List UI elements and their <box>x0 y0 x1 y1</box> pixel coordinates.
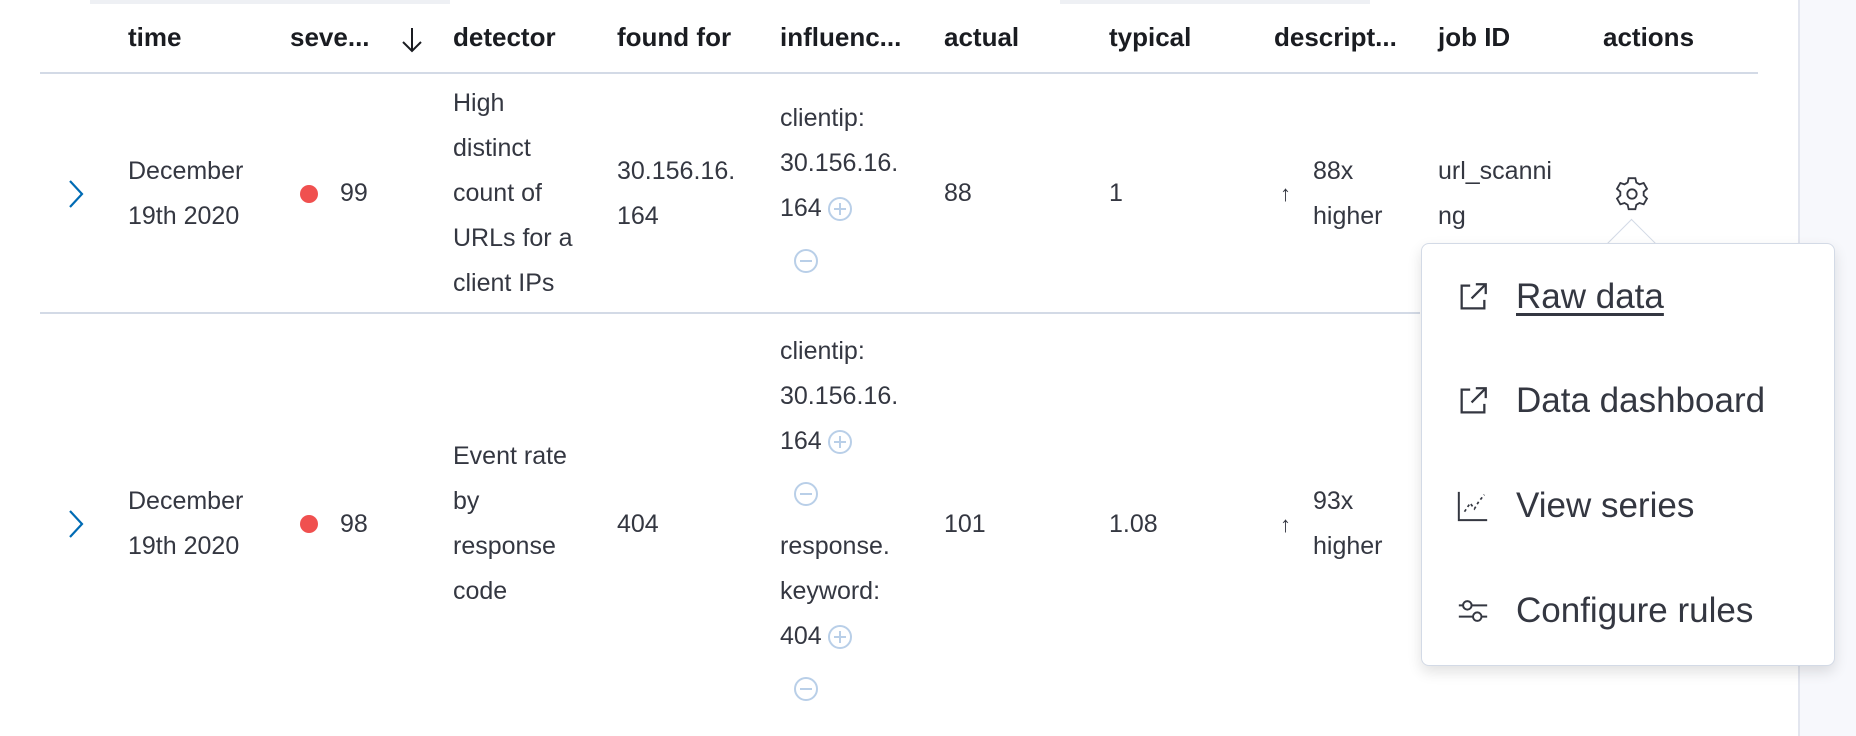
remove-filter-minus-icon[interactable] <box>794 249 818 273</box>
actual-value: 101 <box>944 509 986 538</box>
detector-cell: High distinct count of URLs for a client… <box>453 74 572 313</box>
column-header-typical[interactable]: typical <box>1109 22 1192 52</box>
description-text: 88x <box>1313 156 1354 185</box>
influencer-text: keyword: <box>780 577 881 605</box>
detector-text: High <box>453 89 505 117</box>
influencer-text: clientip: <box>780 337 865 365</box>
menu-item-label: Configure rules <box>1516 591 1754 630</box>
column-header-time[interactable]: time <box>128 22 182 52</box>
add-filter-plus-icon[interactable] <box>827 430 852 455</box>
column-header-description[interactable]: descript... <box>1274 22 1397 52</box>
menu-item-label: Data dashboard <box>1516 381 1766 420</box>
job-id-text: ng <box>1438 201 1466 230</box>
menu-item-data-dashboard[interactable]: Data dashboard <box>1456 371 1765 431</box>
expand-row-button[interactable] <box>66 314 86 734</box>
severity-score: 99 <box>340 179 368 207</box>
description-cell: ↑ 93x higher <box>1280 314 1383 734</box>
typical-value: 1.08 <box>1109 509 1158 538</box>
top-edge <box>90 0 450 4</box>
table-row: December 19th 2020 98 Event rate by respo… <box>0 314 1758 734</box>
menu-item-label: Raw data <box>1516 277 1664 316</box>
job-id-text: url_scanni <box>1438 156 1552 185</box>
chevron-right-icon <box>69 510 84 538</box>
description-text: 93x <box>1313 487 1354 515</box>
table-row: December 19th 2020 99 High distinct count… <box>0 74 1758 313</box>
detector-cell: Event rate by response code <box>453 314 567 734</box>
influencer-text: 164 <box>780 194 822 222</box>
time-text: 19th 2020 <box>128 201 240 230</box>
remove-filter-minus-icon[interactable] <box>794 482 818 506</box>
detector-text: Event rate <box>453 442 567 470</box>
column-header-influencers[interactable]: influenc... <box>780 22 902 52</box>
menu-item-label: View series <box>1516 486 1695 525</box>
severity-cell: 98 <box>300 314 368 734</box>
column-header-detector[interactable]: detector <box>453 22 556 52</box>
gear-icon <box>1615 176 1649 210</box>
detector-text: code <box>453 577 508 605</box>
menu-item-raw-data[interactable]: Raw data <box>1456 267 1664 327</box>
detector-text: client IPs <box>453 269 555 297</box>
arrow-up-icon: ↑ <box>1280 511 1291 537</box>
time-cell: December 19th 2020 <box>128 74 243 313</box>
severity-score: 98 <box>340 509 368 538</box>
external-link-icon <box>1460 387 1487 414</box>
actions-menu: Raw data Data dashboard View series Conf… <box>1421 243 1835 666</box>
found-for-text: 164 <box>617 201 659 230</box>
header-divider <box>40 72 1758 74</box>
arrow-up-icon: ↑ <box>1280 181 1291 206</box>
detector-text: count of <box>453 179 542 207</box>
column-header-job-id[interactable]: job ID <box>1438 22 1511 52</box>
menu-item-view-series[interactable]: View series <box>1456 476 1694 536</box>
chart-line-icon <box>1457 491 1488 522</box>
influencers-cell: clientip: 30.156.16. 164 <box>780 74 898 313</box>
add-filter-plus-icon[interactable] <box>827 625 852 650</box>
top-edge <box>1060 0 1370 4</box>
sort-arrow-down-icon[interactable] <box>400 26 424 54</box>
influencer-text: 30.156.16. <box>780 149 899 177</box>
remove-filter-minus-icon[interactable] <box>794 677 818 701</box>
influencers-cell: clientip: 30.156.16. 164 response. keywo… <box>780 314 898 734</box>
time-text: December <box>128 487 244 515</box>
severity-dot-icon <box>300 184 318 203</box>
influencer-text: 404 <box>780 622 822 650</box>
time-text: 19th 2020 <box>128 532 240 560</box>
external-link-icon <box>1460 283 1487 310</box>
influencer-text: 30.156.16. <box>780 382 899 410</box>
column-header-actual[interactable]: actual <box>944 22 1020 52</box>
controls-sliders-icon <box>1458 600 1488 622</box>
column-header-severity[interactable]: seve... <box>290 22 370 52</box>
row-divider <box>40 312 1420 314</box>
time-cell: December 19th 2020 <box>128 314 243 734</box>
found-for-text: 404 <box>617 509 659 538</box>
description-text: higher <box>1313 532 1383 560</box>
influencer-text: clientip: <box>780 104 865 132</box>
typical-value: 1 <box>1109 179 1123 207</box>
found-for-cell: 30.156.16. 164 <box>617 74 735 313</box>
influencer-text: 164 <box>780 427 822 455</box>
description-cell: ↑ 88x higher <box>1280 74 1383 313</box>
influencer-text: response. <box>780 532 890 560</box>
detector-text: response <box>453 532 556 560</box>
detector-text: by <box>453 487 480 515</box>
found-for-text: 30.156.16. <box>617 156 736 185</box>
column-header-actions: actions <box>1603 22 1695 52</box>
expand-row-button[interactable] <box>66 74 86 313</box>
time-text: December <box>128 156 244 185</box>
actual-value: 88 <box>944 179 972 207</box>
description-text: higher <box>1313 201 1383 230</box>
add-filter-plus-icon[interactable] <box>827 197 852 222</box>
detector-text: URLs for a <box>453 224 573 252</box>
column-header-found-for[interactable]: found for <box>617 22 732 52</box>
severity-dot-icon <box>300 515 318 533</box>
severity-cell: 99 <box>300 74 368 313</box>
actions-button[interactable] <box>1612 74 1652 313</box>
menu-item-configure-rules[interactable]: Configure rules <box>1456 581 1753 641</box>
detector-text: distinct <box>453 134 531 162</box>
chevron-right-icon <box>69 179 84 208</box>
